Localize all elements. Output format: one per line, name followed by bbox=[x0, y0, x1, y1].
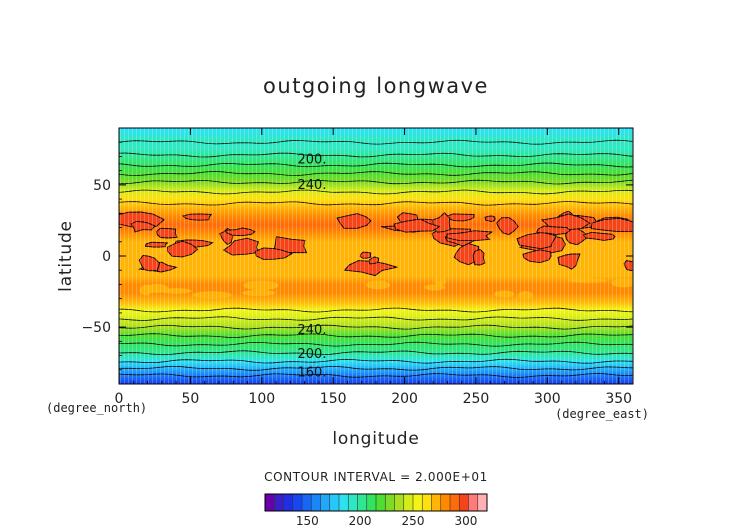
plot-area: 200. 240. 240. 200. 160. bbox=[118, 127, 634, 385]
colorbar-swatch bbox=[468, 494, 479, 511]
colorbar-swatch bbox=[422, 494, 432, 511]
x-tick-label: 200 bbox=[391, 391, 418, 407]
colorbar-swatch bbox=[450, 494, 460, 511]
colorbar-swatch bbox=[339, 494, 349, 511]
vertical-texture bbox=[119, 128, 633, 384]
colorbar-swatch bbox=[385, 494, 395, 511]
colorbar-swatch bbox=[329, 494, 340, 511]
colorbar-swatch bbox=[440, 494, 451, 511]
contour-interval-text: CONTOUR INTERVAL = 2.000E+01 bbox=[264, 470, 488, 484]
colorbar-swatch bbox=[320, 494, 331, 511]
contour-label: 160. bbox=[298, 366, 327, 381]
y-axis-ticks: −50 0 50 bbox=[81, 141, 633, 371]
colorbar-swatch bbox=[302, 494, 312, 511]
colorbar-swatch bbox=[357, 494, 368, 511]
y-tick-label: 50 bbox=[93, 178, 111, 194]
x-axis-label: longitude bbox=[332, 429, 419, 449]
contour-label: 240. bbox=[298, 178, 327, 193]
contour-labels: 200. 240. 240. 200. 160. bbox=[298, 152, 327, 380]
colorbar-ticks: 150 200 250 300 bbox=[296, 514, 478, 528]
colorbar-swatch bbox=[394, 494, 405, 511]
colorbar-swatch bbox=[376, 494, 386, 511]
colorbar-tick-label: 300 bbox=[454, 514, 477, 528]
contour-label: 200. bbox=[298, 347, 327, 362]
x-unit-label: (degree_east) bbox=[555, 407, 649, 421]
colorbar-swatch bbox=[274, 494, 284, 511]
colorbar-tick-label: 250 bbox=[402, 514, 425, 528]
colorbar-swatch bbox=[292, 494, 303, 511]
x-tick-label: 0 bbox=[115, 391, 124, 407]
colorbar bbox=[264, 493, 488, 512]
colorbar-swatch bbox=[311, 494, 321, 511]
x-tick-label: 250 bbox=[463, 391, 490, 407]
colorbar-swatch bbox=[477, 494, 488, 511]
y-tick-label: −50 bbox=[81, 320, 111, 336]
colorbar-frame bbox=[264, 493, 488, 512]
x-tick-label: 300 bbox=[534, 391, 561, 407]
colorbar-swatch bbox=[366, 494, 377, 511]
colorbar-swatch bbox=[431, 494, 442, 511]
colorbar-tick-label: 150 bbox=[296, 514, 319, 528]
colorbar-tick-label: 200 bbox=[349, 514, 372, 528]
contour-label: 200. bbox=[298, 152, 327, 167]
chart-title: outgoing longwave bbox=[263, 74, 489, 98]
colorbar-swatch bbox=[283, 494, 294, 511]
colorbar-swatch bbox=[413, 494, 423, 511]
y-tick-label: 0 bbox=[102, 249, 111, 265]
x-tick-label: 150 bbox=[320, 391, 347, 407]
x-tick-label: 100 bbox=[248, 391, 275, 407]
x-tick-label: 50 bbox=[181, 391, 199, 407]
x-tick-label: 350 bbox=[605, 391, 632, 407]
contour-label: 240. bbox=[298, 323, 327, 338]
colorbar-swatch bbox=[348, 494, 358, 511]
colorbar-swatch bbox=[459, 494, 469, 511]
x-axis-ticks: 0 50 100 150 200 250 300 350 bbox=[115, 128, 632, 407]
colorbar-swatch bbox=[265, 494, 275, 511]
y-unit-label: (degree_north) bbox=[46, 401, 147, 415]
colorbar-swatch bbox=[403, 494, 414, 511]
y-axis-label: latitude bbox=[56, 220, 76, 292]
